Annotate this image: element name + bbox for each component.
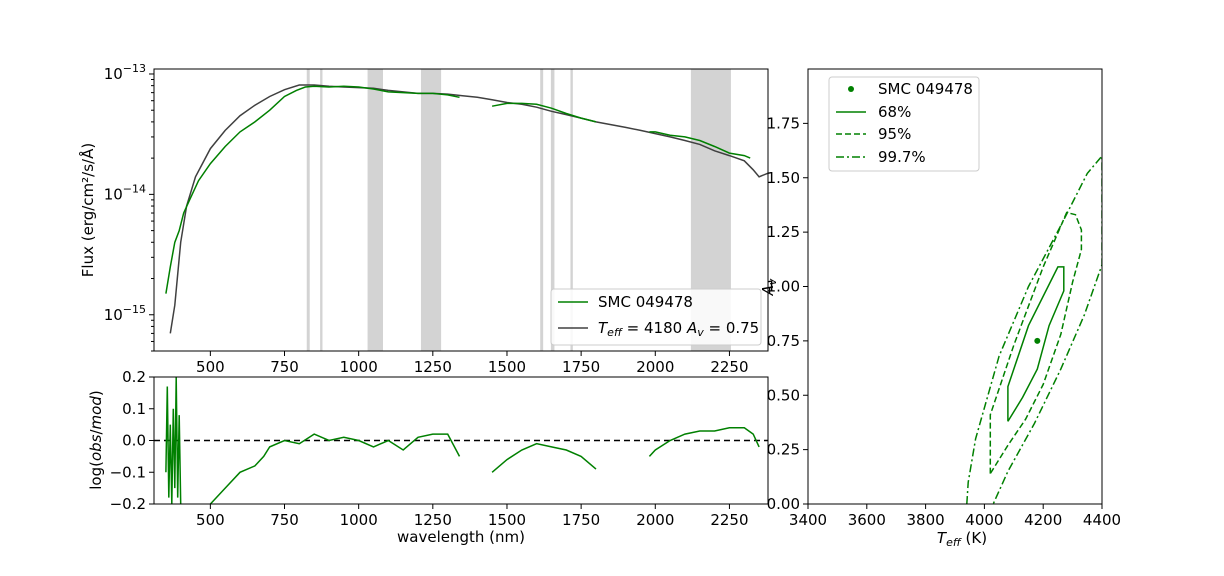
spectrum-x-tick-label: 2000 [636, 358, 674, 376]
legend-observed-label: SMC 049478 [598, 293, 693, 311]
contour-y-tick-label: 1.75 [767, 114, 800, 132]
spectrum-legend-box [550, 288, 762, 346]
legend-997-label: 99.7% [878, 148, 926, 166]
observed-spectrum-segment-2 [649, 131, 751, 159]
contour-99-7pct [966, 154, 1102, 504]
best-fit-point [1034, 337, 1041, 344]
spectrum-y-ticks: 10−15 10−14 10−13 [104, 62, 154, 352]
spectrum-y-tick-label: 10−14 [104, 182, 146, 203]
residual-y-tick-label: −0.2 [110, 495, 146, 513]
contour-x-ticks: 3400 3600 3800 4000 4200 4400 [789, 504, 1121, 529]
spectrum-x-ticks: 500 750 1000 1250 1500 1750 2000 2250 [196, 351, 749, 376]
residual-segment-0 [165, 377, 182, 504]
residual-y-tick-label: 0.0 [122, 432, 146, 450]
residual-x-label: wavelength (nm) [397, 528, 525, 546]
spectrum-x-tick-label: 1500 [488, 358, 526, 376]
contour-x-tick-label: 4200 [1024, 511, 1062, 529]
contour-x-tick-label: 4000 [965, 511, 1003, 529]
contour-legend: SMC 049478 68% 95% 99.7% [828, 76, 980, 172]
residual-x-ticks: 500 750 1000 1250 1500 1750 2000 2250 [196, 504, 749, 529]
contour-x-label: Teff (K) [937, 529, 987, 549]
contour-y-tick-label: 0.50 [767, 386, 800, 404]
spectrum-x-tick-label: 1750 [562, 358, 600, 376]
contour-y-tick-label: 1.25 [767, 223, 800, 241]
residual-lines [154, 377, 768, 504]
shaded-band-1 [320, 69, 323, 351]
shaded-bands [306, 69, 731, 351]
contour-x-tick-label: 3600 [848, 511, 886, 529]
spectrum-x-tick-label: 1000 [340, 358, 378, 376]
residual-x-tick-label: 750 [270, 511, 299, 529]
contour-legend-box [828, 76, 980, 172]
contour-x-tick-label: 3800 [907, 511, 945, 529]
spectrum-x-tick-label: 2250 [710, 358, 748, 376]
shaded-band-6 [570, 69, 573, 351]
residual-x-tick-label: 2000 [636, 511, 674, 529]
observed-spectrum-segment-0 [165, 85, 460, 294]
contour-lines [966, 154, 1102, 504]
contour-x-tick-label: 3400 [789, 511, 827, 529]
residual-x-tick-label: 500 [196, 511, 225, 529]
shaded-band-0 [306, 69, 310, 351]
shaded-band-3 [420, 69, 442, 351]
residual-x-tick-label: 2250 [710, 511, 748, 529]
contour-y-tick-label: 0.75 [767, 332, 800, 350]
contour-68pct [1007, 266, 1065, 422]
contour-y-tick-label: 1.50 [767, 169, 800, 187]
spectrum-axes-frame [153, 68, 769, 352]
residual-segment-2 [491, 442, 597, 473]
spectrum-legend: SMC 049478 Teff = 4180 Av = 0.75 [550, 288, 762, 346]
residual-y-tick-label: −0.1 [110, 463, 146, 481]
residual-x-tick-label: 1750 [562, 511, 600, 529]
legend-bestfit-swatch [848, 86, 854, 92]
shaded-band-4 [540, 69, 544, 351]
residual-segment-1 [209, 433, 461, 504]
shaded-band-5 [550, 69, 555, 351]
spectrum-lines [165, 84, 768, 334]
residual-y-tick-label: 0.1 [122, 400, 146, 418]
shaded-band-2 [367, 69, 383, 351]
residual-y-tick-label: 0.2 [122, 368, 146, 386]
spectrum-x-tick-label: 750 [270, 358, 299, 376]
spectrum-y-tick-label: 10−13 [104, 62, 146, 83]
spectrum-y-label: Flux (erg/cm²/s/Å) [78, 143, 97, 277]
spectrum-x-tick-label: 500 [196, 358, 225, 376]
residual-x-tick-label: 1250 [414, 511, 452, 529]
residual-y-ticks: −0.2 −0.1 0.0 0.1 0.2 [110, 368, 154, 513]
contour-x-tick-label: 4400 [1083, 511, 1121, 529]
legend-68-label: 68% [878, 103, 911, 121]
model-spectrum-segment-0 [169, 84, 768, 334]
spectrum-y-tick-label: 10−15 [104, 303, 146, 324]
legend-model-label: Teff = 4180 Av = 0.75 [598, 319, 759, 339]
residual-panel: 500 750 1000 1250 1500 1750 2000 2250 −0.2 −0.1 0… [87, 368, 769, 546]
residual-x-tick-label: 1500 [488, 511, 526, 529]
residual-x-tick-label: 1000 [340, 511, 378, 529]
contour-y-label: Av [759, 278, 779, 296]
residual-segment-3 [648, 427, 760, 457]
contour-panel: 3400 3600 3800 4000 4200 4400 0.00 0.25 0.50 0.7… [759, 68, 1121, 549]
contour-95pct [989, 211, 1083, 474]
legend-95-label: 95% [878, 125, 911, 143]
contour-y-ticks: 0.00 0.25 0.50 0.75 1.00 1.25 1.50 1.75 [767, 114, 808, 513]
contour-y-tick-label: 0.25 [767, 441, 800, 459]
legend-bestfit-label: SMC 049478 [878, 80, 973, 98]
observed-spectrum-segment-1 [491, 102, 597, 123]
residual-y-label: log(obs/mod) [87, 390, 105, 489]
spectrum-panel: 500 750 1000 1250 1500 1750 2000 2250 10−1510−1… [78, 62, 769, 376]
spectrum-x-tick-label: 1250 [414, 358, 452, 376]
contour-y-tick-label: 0.00 [767, 495, 800, 513]
contour-y-tick-label: 1.00 [767, 278, 800, 296]
